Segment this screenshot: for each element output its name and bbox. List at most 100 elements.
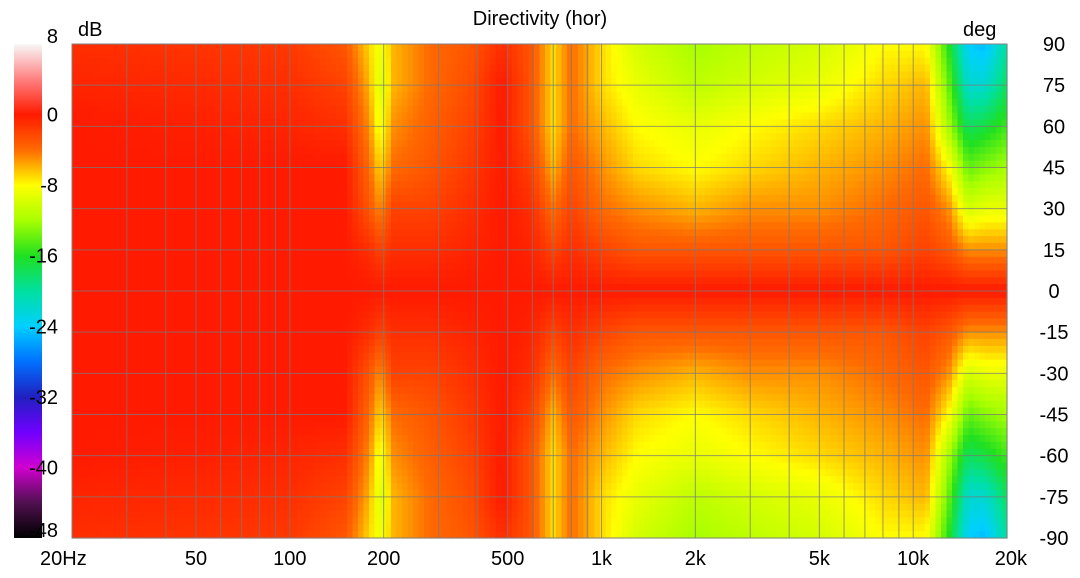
heatmap-cell	[121, 387, 128, 395]
heatmap-cell	[407, 208, 414, 217]
heatmap-cell	[374, 256, 381, 265]
heatmap-cell	[121, 146, 128, 155]
heatmap-cells	[72, 44, 1008, 539]
heatmap-cell	[270, 222, 277, 230]
heatmap-cell	[396, 92, 403, 100]
heatmap-cell	[319, 167, 326, 175]
heatmap-cell	[77, 462, 84, 470]
heatmap-cell	[143, 483, 150, 491]
heatmap-cell	[369, 92, 376, 100]
heatmap-cell	[303, 201, 310, 210]
heatmap-cell	[319, 57, 326, 66]
heatmap-cell	[440, 140, 447, 148]
heatmap-cell	[424, 126, 431, 134]
heatmap-cell	[424, 277, 431, 285]
heatmap-cell	[413, 78, 420, 86]
heatmap-cell	[396, 215, 403, 223]
heatmap-cell	[341, 421, 348, 429]
heatmap-cell	[143, 531, 150, 539]
heatmap-cell	[215, 524, 222, 532]
heatmap-cell	[325, 531, 332, 539]
heatmap-cell	[198, 188, 205, 196]
heatmap-cell	[275, 400, 282, 409]
heatmap-cell	[253, 325, 260, 333]
heatmap-cell	[127, 112, 134, 121]
heatmap-cell	[204, 92, 211, 100]
heatmap-cell	[358, 345, 365, 354]
heatmap-cell	[264, 277, 271, 285]
heatmap-cell	[77, 208, 84, 217]
heatmap-cell	[396, 71, 403, 79]
heatmap-cell	[314, 462, 321, 470]
heatmap-cell	[407, 531, 414, 539]
heatmap-cell	[77, 448, 84, 457]
heatmap-cell	[204, 352, 211, 361]
heatmap-cell	[325, 352, 332, 361]
heatmap-cell	[446, 215, 453, 223]
heatmap-cell	[171, 297, 178, 306]
heatmap-cell	[209, 284, 216, 292]
heatmap-cell	[275, 428, 282, 436]
heatmap-cell	[94, 229, 101, 237]
heatmap-cell	[83, 476, 90, 484]
heatmap-cell	[308, 339, 315, 347]
heatmap-cell	[275, 174, 282, 182]
heatmap-cell	[363, 284, 370, 292]
heatmap-cell	[253, 277, 260, 285]
heatmap-cell	[347, 78, 354, 86]
heatmap-cell	[363, 194, 370, 203]
heatmap-cell	[413, 517, 420, 525]
heatmap-cell	[138, 441, 145, 450]
heatmap-cell	[77, 105, 84, 114]
heatmap-cell	[352, 112, 359, 121]
heatmap-cell	[446, 304, 453, 313]
heatmap-cell	[83, 284, 90, 292]
heatmap-cell	[396, 489, 403, 498]
heatmap-cell	[446, 297, 453, 306]
heatmap-cell	[369, 510, 376, 519]
heatmap-cell	[88, 188, 95, 196]
heatmap-cell	[413, 311, 420, 320]
heatmap-cell	[330, 188, 337, 196]
heatmap-cell	[380, 140, 387, 148]
heatmap-cell	[303, 140, 310, 148]
heatmap-cell	[160, 448, 167, 457]
heatmap-cell	[220, 146, 227, 155]
heatmap-cell	[215, 98, 222, 107]
heatmap-cell	[440, 92, 447, 100]
heatmap-cell	[363, 428, 370, 436]
heatmap-cell	[440, 201, 447, 210]
heatmap-cell	[303, 407, 310, 416]
heatmap-cell	[440, 181, 447, 189]
heatmap-cell	[402, 483, 409, 491]
heatmap-cell	[110, 44, 117, 52]
heatmap-cell	[138, 249, 145, 258]
heatmap-cell	[308, 428, 315, 436]
heatmap-cell	[231, 92, 238, 100]
heatmap-cell	[220, 71, 227, 79]
heatmap-cell	[231, 510, 238, 519]
heatmap-cell	[165, 126, 172, 134]
heatmap-cell	[187, 455, 194, 464]
heatmap-cell	[143, 44, 150, 52]
heatmap-cell	[231, 359, 238, 368]
heatmap-cell	[385, 476, 392, 484]
heatmap-cell	[374, 174, 381, 182]
heatmap-cell	[341, 435, 348, 443]
heatmap-cell	[77, 181, 84, 189]
heatmap-cell	[94, 57, 101, 66]
heatmap-cell	[237, 153, 244, 162]
heatmap-cell	[88, 510, 95, 519]
heatmap-cell	[204, 448, 211, 457]
heatmap-cell	[99, 332, 106, 340]
heatmap-cell	[242, 160, 249, 169]
heatmap-cell	[281, 270, 288, 278]
heatmap-cell	[83, 263, 90, 272]
heatmap-cell	[143, 119, 150, 127]
heatmap-cell	[363, 126, 370, 134]
heatmap-cell	[220, 229, 227, 237]
heatmap-cell	[248, 407, 255, 416]
heatmap-cell	[413, 441, 420, 450]
heatmap-cell	[132, 215, 139, 223]
heatmap-cell	[143, 85, 150, 93]
